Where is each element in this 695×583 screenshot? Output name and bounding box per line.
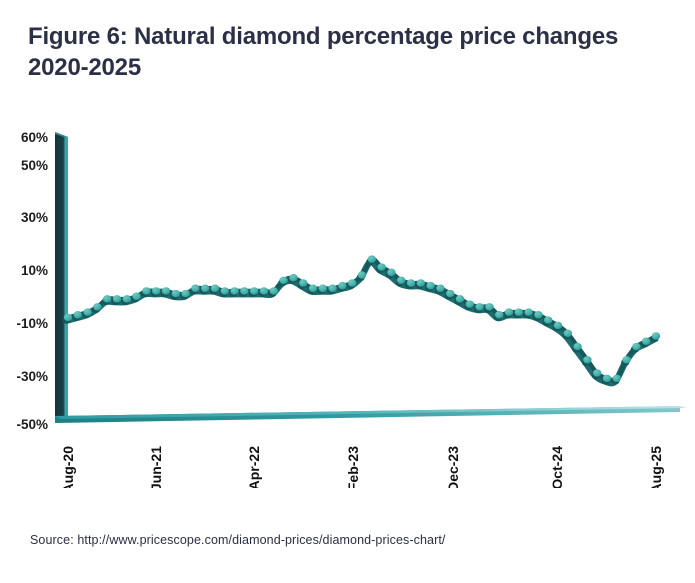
data-point: [142, 287, 151, 295]
data-point: [112, 295, 122, 303]
data-point: [132, 292, 141, 300]
data-point: [367, 255, 376, 263]
x-tick-apr-22: Apr-22: [246, 446, 262, 488]
x-tick-dec-23: Dec-23: [445, 446, 461, 488]
data-point: [495, 311, 504, 319]
data-point: [171, 289, 180, 298]
data-point: [210, 284, 220, 292]
data-point: [230, 287, 239, 295]
data-point: [455, 295, 465, 303]
x-tick-aug-20: Aug-20: [60, 446, 76, 488]
y-tick-neg30: -30%: [16, 369, 48, 384]
data-point: [181, 289, 190, 298]
x-tick-jun-21: Jun-21: [148, 446, 164, 488]
data-point: [299, 279, 308, 287]
data-point: [103, 295, 112, 303]
x-axis-bar: [55, 406, 686, 423]
data-point: [308, 284, 318, 292]
y-tick-neg50: -50%: [16, 417, 48, 432]
y-tick-50: 50%: [21, 158, 48, 173]
data-point: [152, 287, 161, 295]
data-point: [250, 287, 259, 295]
data-point: [534, 311, 543, 319]
source-note: Source: http://www.pricescope.com/diamon…: [30, 533, 446, 547]
data-point: [553, 321, 563, 330]
data-point: [426, 281, 435, 290]
data-series-line: [62, 255, 661, 387]
data-point: [240, 287, 249, 295]
data-point: [83, 308, 92, 316]
data-point: [201, 284, 210, 292]
data-point: [348, 279, 357, 287]
data-point: [632, 342, 641, 351]
line-chart-svg: 60% 50% 30% 10% -10% -30% -50%: [16, 130, 686, 488]
data-point: [593, 369, 602, 377]
data-point: [122, 295, 131, 303]
data-point: [338, 281, 347, 290]
x-tick-oct-24: Oct-24: [549, 446, 565, 488]
data-point: [573, 342, 582, 351]
data-point: [563, 329, 572, 337]
y-tick-30: 30%: [21, 210, 48, 225]
data-point: [602, 374, 612, 383]
x-axis-tick-labels: Aug-20 Jun-21 Apr-22 Feb-23 Dec-23 Oct-2…: [60, 446, 664, 488]
x-tick-aug-25: Aug-25: [648, 446, 664, 488]
data-point: [259, 287, 269, 295]
y-tick-neg10: -10%: [16, 316, 48, 331]
data-point: [289, 273, 298, 282]
data-point: [416, 279, 425, 287]
data-point: [651, 332, 661, 340]
data-point: [406, 279, 416, 287]
data-point: [387, 268, 396, 277]
data-point: [475, 303, 484, 311]
data-point: [73, 311, 83, 319]
data-point: [504, 308, 514, 316]
data-point: [161, 287, 171, 295]
data-point: [377, 263, 386, 271]
data-point: [357, 271, 367, 279]
data-point: [583, 356, 592, 364]
page-title: Figure 6: Natural diamond percentage pri…: [28, 23, 619, 81]
chart-plot-area: 60% 50% 30% 10% -10% -30% -50%: [0, 118, 695, 488]
data-point: [514, 308, 523, 316]
data-point: [191, 284, 200, 292]
data-point: [446, 289, 455, 298]
data-point: [93, 303, 102, 311]
data-point: [397, 276, 406, 284]
data-point: [544, 316, 553, 324]
data-point: [318, 284, 327, 292]
data-point: [220, 287, 229, 295]
data-point: [485, 303, 494, 311]
data-point: [328, 284, 337, 292]
data-point: [465, 300, 474, 308]
data-point: [622, 356, 631, 364]
data-point: [524, 308, 533, 316]
y-axis-tick-labels: 60% 50% 30% 10% -10% -30% -50%: [16, 130, 48, 432]
y-tick-10: 10%: [21, 263, 48, 278]
x-tick-feb-23: Feb-23: [345, 446, 361, 488]
y-axis-bar: [55, 132, 68, 419]
data-point: [436, 284, 445, 292]
data-point: [63, 313, 73, 322]
data-point: [269, 287, 278, 295]
y-tick-60: 60%: [21, 130, 48, 145]
data-point: [642, 337, 651, 345]
data-point: [612, 374, 621, 383]
data-point: [279, 276, 288, 284]
